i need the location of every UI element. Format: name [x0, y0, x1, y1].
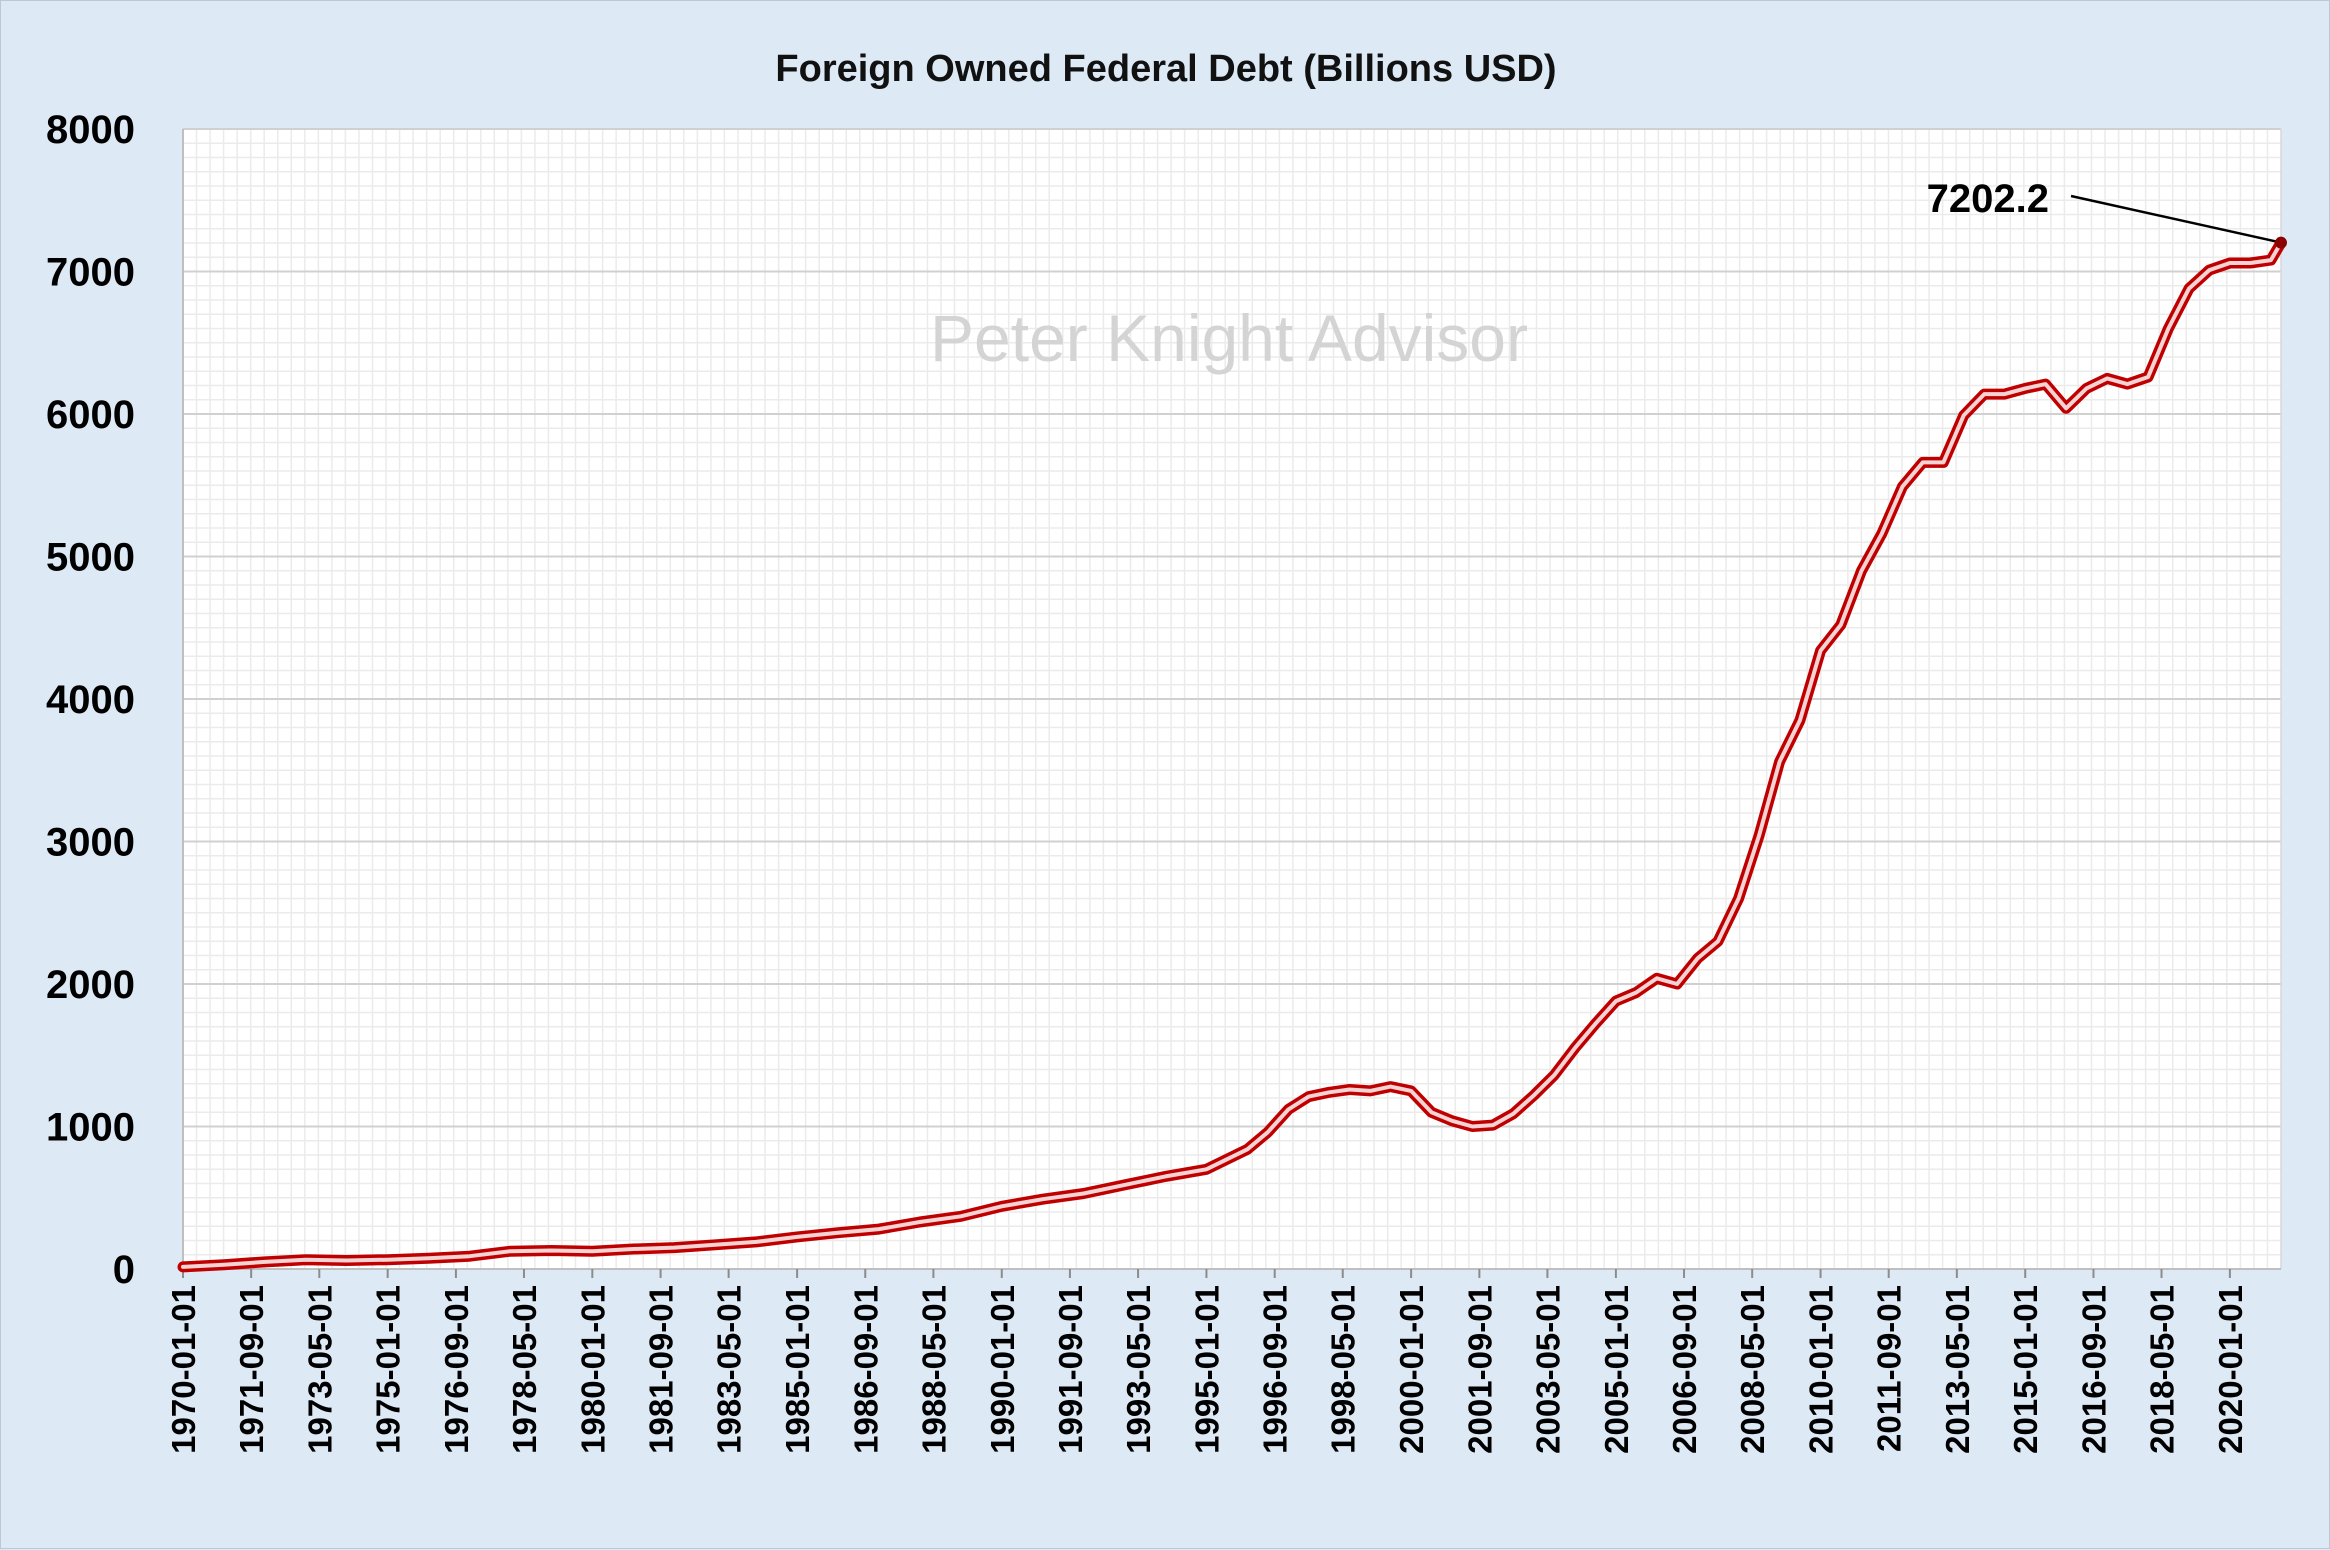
annotation-point	[2275, 236, 2287, 249]
x-tick-label: 1998-05-01	[1325, 1285, 1362, 1454]
x-tick-label: 2013-05-01	[1939, 1285, 1976, 1454]
x-tick-label: 2003-05-01	[1529, 1285, 1566, 1454]
x-tick-label: 2008-05-01	[1734, 1285, 1771, 1454]
annotation-label: 7202.2	[1927, 177, 2049, 221]
x-tick-label: 1986-09-01	[847, 1285, 884, 1454]
x-tick-label: 2005-01-01	[1598, 1285, 1635, 1454]
annotation: 7202.2	[1927, 177, 2287, 249]
x-tick-label: 1988-05-01	[915, 1285, 952, 1454]
y-tick-label: 8000	[46, 108, 135, 152]
x-tick-label: 1971-09-01	[233, 1285, 270, 1454]
x-tick-label: 1990-01-01	[984, 1285, 1021, 1454]
x-tick-label: 2018-05-01	[2144, 1285, 2181, 1454]
series-layer	[177, 237, 2287, 1273]
x-tick-label: 2015-01-01	[2007, 1285, 2044, 1454]
x-tick-label: 1970-01-01	[165, 1285, 202, 1454]
x-tick-label: 1995-01-01	[1188, 1285, 1225, 1454]
major-grid	[182, 128, 2282, 1270]
annotation-leader	[2070, 194, 2278, 243]
x-tick-label: 2001-09-01	[1461, 1285, 1498, 1454]
x-tick-label: 2000-01-01	[1393, 1285, 1430, 1454]
x-tick-label: 2006-09-01	[1666, 1285, 1703, 1454]
x-tick-label: 2011-09-01	[1871, 1285, 1908, 1452]
x-axis-ticks: 1970-01-01 1971-09-01 1973-05-01 1975-01-01…	[165, 1269, 2249, 1454]
x-tick-label: 2010-01-01	[1803, 1285, 1840, 1454]
y-tick-label: 3000	[46, 821, 135, 865]
x-tick-label: 1980-01-01	[574, 1285, 611, 1454]
series-line-inner	[181, 240, 2283, 1269]
x-tick-label: 2020-01-01	[2212, 1285, 2249, 1454]
y-tick-label: 0	[113, 1248, 135, 1292]
x-tick-label: 1981-09-01	[643, 1285, 680, 1454]
x-tick-label: 1983-05-01	[711, 1285, 748, 1454]
y-tick-label: 4000	[46, 678, 135, 722]
x-tick-label: 1976-09-01	[438, 1285, 475, 1454]
x-tick-label: 2016-09-01	[2075, 1285, 2112, 1454]
watermark: Peter Knight Advisor	[930, 301, 1528, 375]
y-tick-label: 2000	[46, 963, 135, 1007]
y-tick-label: 6000	[46, 393, 135, 437]
x-tick-label: 1975-01-01	[370, 1285, 407, 1454]
x-tick-label: 1973-05-01	[301, 1285, 338, 1454]
chart-title: Foreign Owned Federal Debt (Billions USD…	[775, 48, 1556, 90]
y-tick-label: 7000	[46, 251, 135, 295]
y-tick-label: 1000	[46, 1106, 135, 1150]
y-axis-ticks: 0 1000 2000 3000 4000 5000 6000 7000 8000	[46, 108, 135, 1292]
x-tick-label: 1985-01-01	[779, 1285, 816, 1454]
x-tick-label: 1996-09-01	[1257, 1285, 1294, 1454]
x-tick-label: 1991-09-01	[1052, 1285, 1089, 1454]
x-tick-label: 1978-05-01	[506, 1285, 543, 1454]
y-tick-label: 5000	[46, 536, 135, 580]
x-tick-label: 1993-05-01	[1120, 1285, 1157, 1454]
